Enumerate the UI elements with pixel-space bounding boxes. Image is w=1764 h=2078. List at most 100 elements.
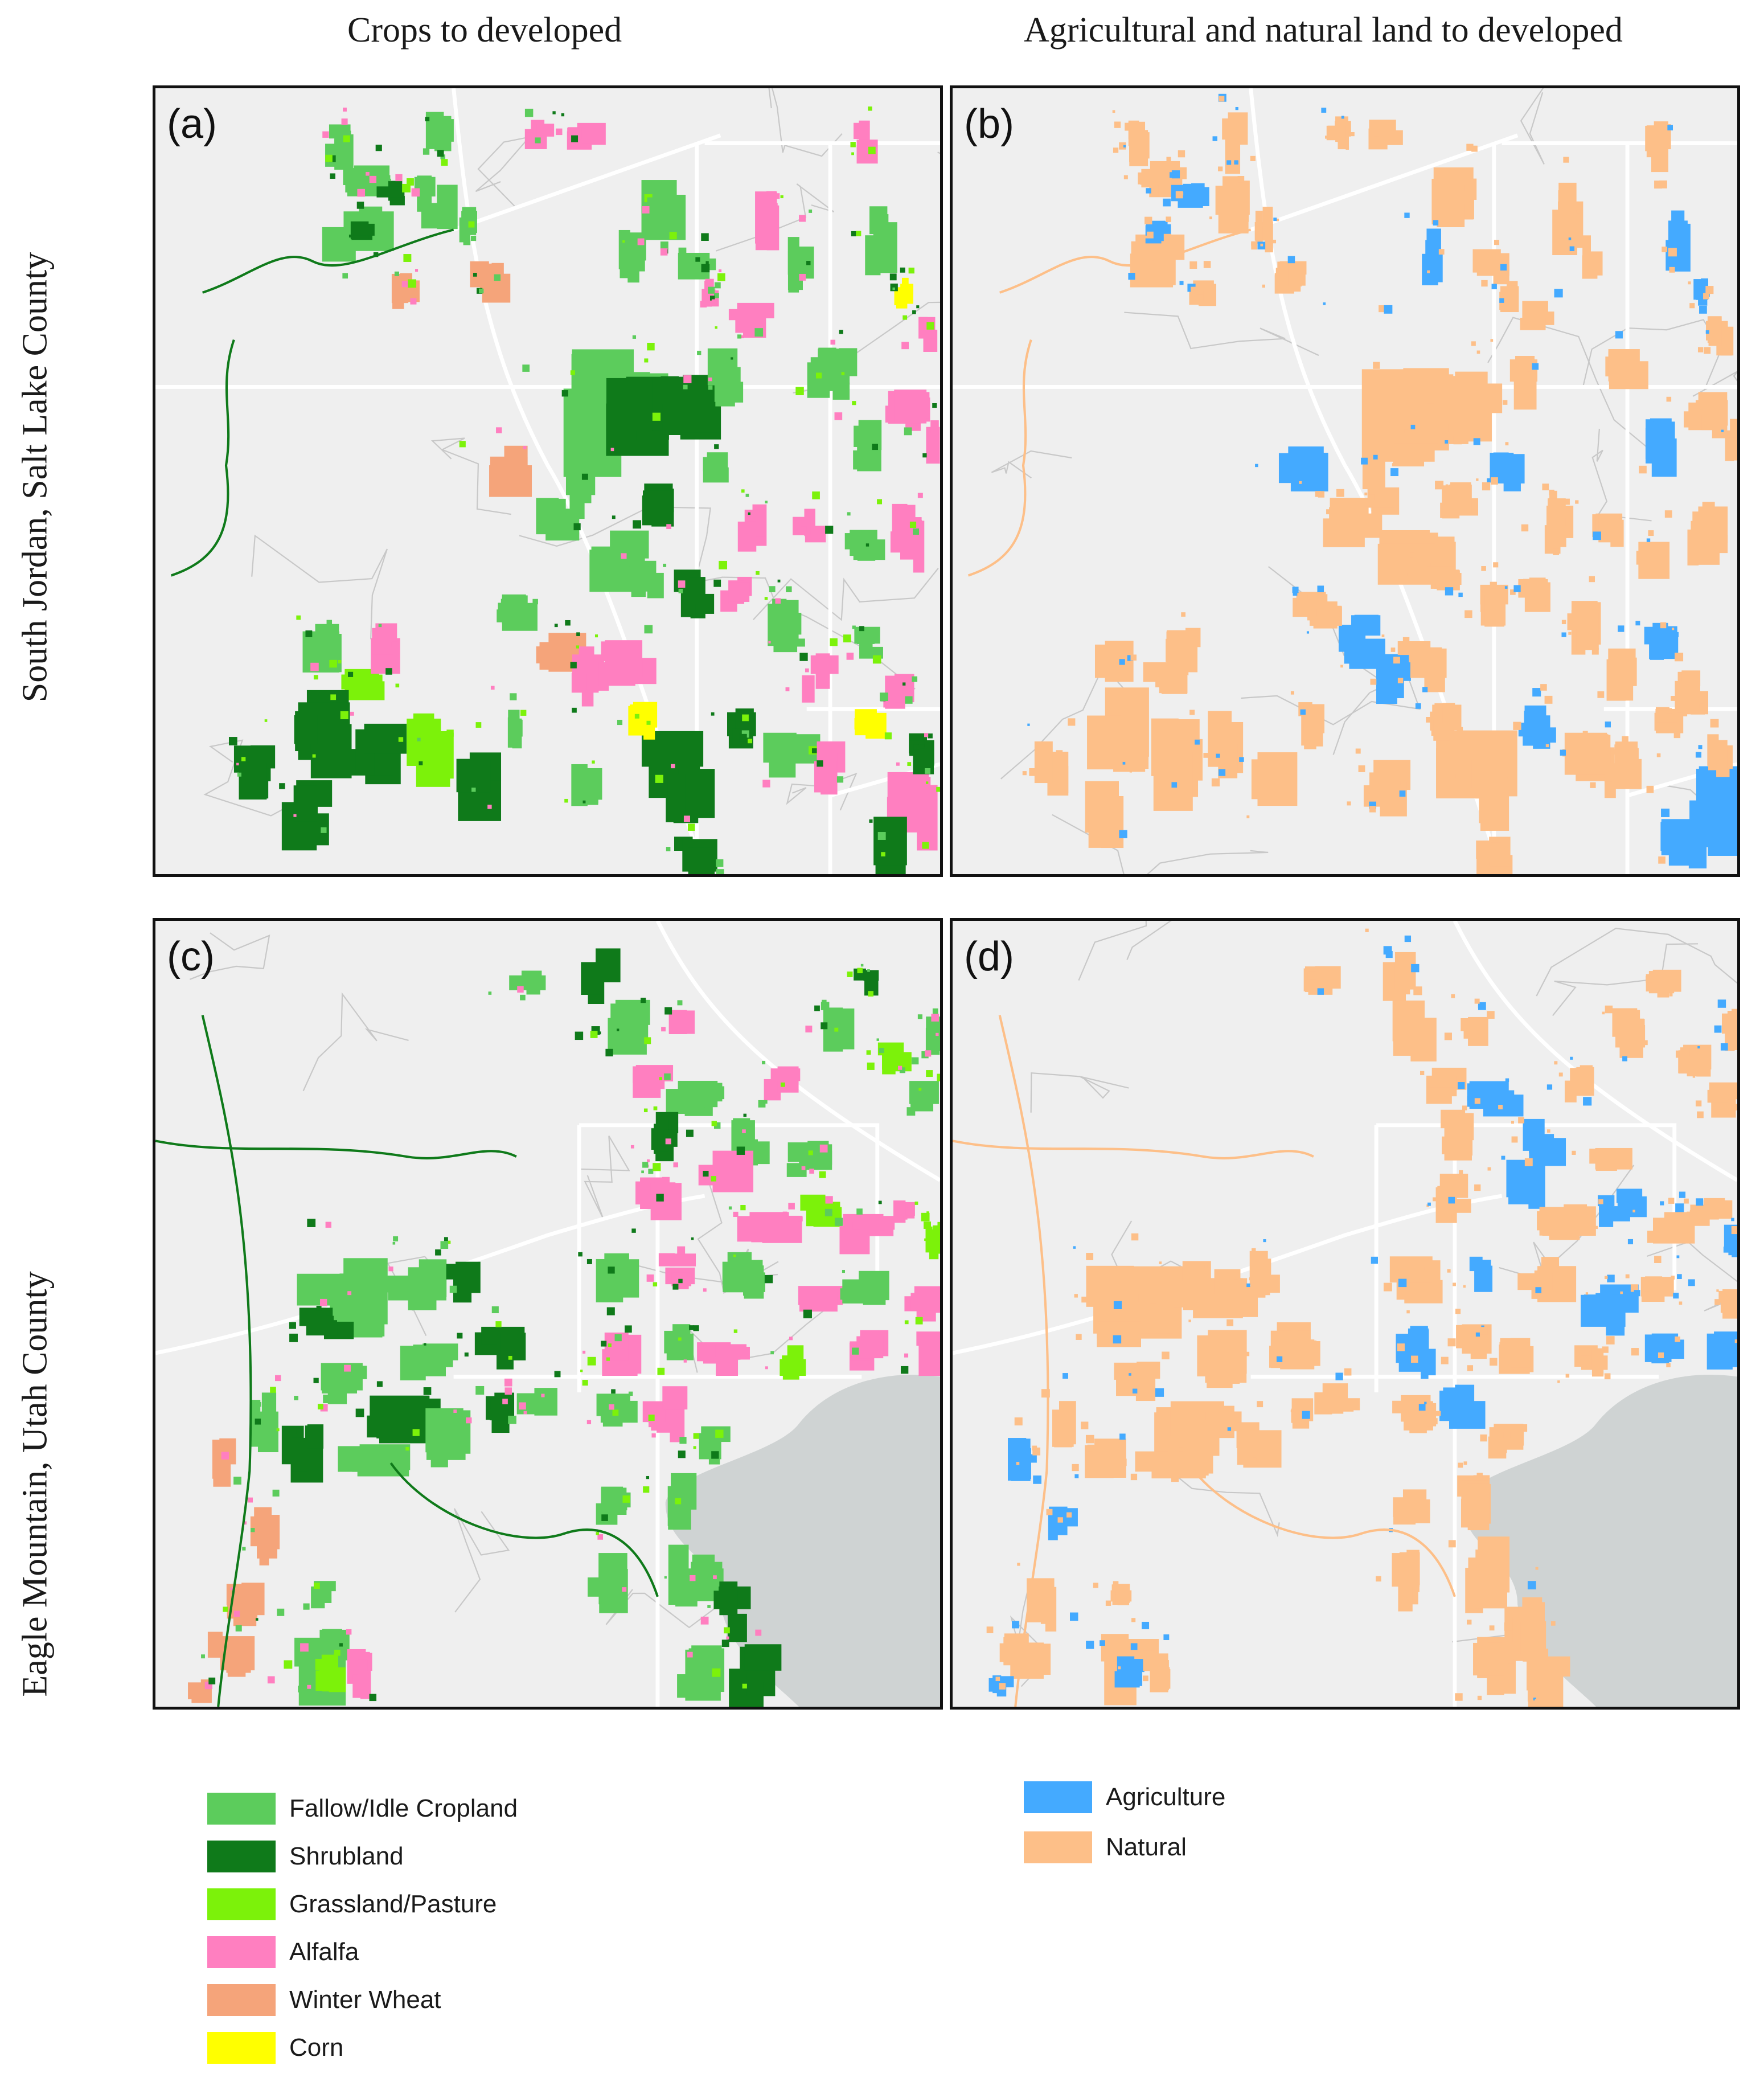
landcover-speckle: [1070, 1612, 1078, 1621]
landcover-speckle: [1723, 1247, 1730, 1253]
landcover-patch: [1426, 228, 1441, 273]
landcover-patch: [1135, 1374, 1156, 1401]
stream-line: [251, 534, 388, 640]
landcover-patch: [329, 1667, 346, 1692]
landcover-speckle: [221, 1452, 229, 1460]
landcover-speckle: [1014, 1417, 1023, 1426]
landcover-speckle: [402, 183, 411, 192]
landcover-speckle: [740, 1271, 744, 1276]
landcover-speckle: [1590, 782, 1596, 788]
landcover-speckle: [797, 638, 805, 647]
landcover-speckle: [631, 1228, 636, 1233]
landcover-speckle: [1705, 330, 1709, 334]
landcover-patch: [1468, 1017, 1488, 1046]
landcover-speckle: [230, 1587, 233, 1591]
landcover-patch: [1707, 1089, 1728, 1103]
landcover-speckle: [586, 1420, 592, 1425]
landcover-speckle: [1474, 1098, 1480, 1104]
stream-line: [1241, 678, 1421, 726]
landcover-patch: [1287, 455, 1316, 476]
landcover-speckle: [453, 1409, 457, 1413]
landcover-speckle: [1262, 284, 1265, 288]
landcover-speckle: [284, 1660, 293, 1669]
landcover-speckle: [1487, 1011, 1495, 1019]
landcover-speckle: [852, 625, 856, 629]
landcover-speckle: [1379, 305, 1386, 313]
landcover-patch: [534, 1388, 557, 1416]
landcover-speckle: [801, 526, 807, 532]
landcover-speckle: [1510, 589, 1516, 595]
landcover-patch: [793, 246, 814, 279]
landcover-speckle: [1400, 780, 1405, 785]
landcover-speckle: [1697, 1046, 1700, 1049]
landcover-speckle: [1373, 454, 1378, 460]
landcover-speckle: [647, 1159, 650, 1162]
landcover-speckle: [1119, 1458, 1127, 1466]
linear-features: [967, 228, 1252, 577]
landcover-speckle: [251, 1528, 255, 1532]
landcover-speckle: [846, 653, 854, 660]
landcover-speckle: [1016, 1462, 1020, 1465]
landcover-speckle: [616, 1028, 620, 1031]
landcover-speckle: [1675, 1336, 1680, 1342]
landcover-speckle: [876, 1038, 879, 1041]
landcover-speckle: [1524, 1158, 1533, 1166]
landcover-speckle: [1544, 695, 1553, 704]
highway-road: [655, 921, 940, 1182]
landcover-speckle: [1540, 684, 1547, 691]
landcover-speckle: [824, 1208, 832, 1216]
landcover-speckle: [1666, 419, 1669, 421]
landcover-speckle: [801, 1166, 806, 1170]
landcover-speckle: [1687, 1211, 1691, 1216]
landcover-speckle: [1113, 147, 1119, 153]
landcover-speckle: [868, 106, 872, 111]
landcover-speckle: [487, 805, 492, 809]
landcover-patch: [1518, 722, 1532, 737]
landcover-patch: [1219, 186, 1249, 222]
landcover-speckle: [1668, 1198, 1675, 1204]
landcover-patch: [408, 1267, 437, 1310]
landcover-speckle: [1476, 478, 1479, 481]
landcover-speckle: [532, 599, 538, 605]
landcover-patch: [352, 1448, 405, 1472]
landcover-patch: [856, 1336, 884, 1359]
linear-feature: [202, 228, 454, 294]
landcover-patch: [497, 468, 531, 490]
legend-label-alfalfa: Alfalfa: [289, 1938, 359, 1966]
landcover-speckle: [1371, 1256, 1379, 1264]
linear-feature: [1187, 1462, 1456, 1597]
landcover-speckle: [1513, 722, 1521, 730]
landcover-patch: [815, 653, 830, 689]
landcover-patch: [596, 1503, 618, 1525]
landcover-speckle: [902, 682, 906, 686]
landcover-patch: [1262, 206, 1273, 226]
landcover-speckle: [1420, 1266, 1425, 1270]
landcover-speckle: [322, 131, 329, 138]
landcover-patch: [865, 712, 887, 739]
landcover-speckle: [683, 375, 692, 383]
landcover-speckle: [1624, 1048, 1630, 1054]
landcover-speckle: [1219, 769, 1226, 776]
landcover-speckle: [1519, 582, 1525, 588]
landcover-speckle: [1474, 998, 1480, 1004]
landcover-speckle: [900, 1366, 909, 1374]
stream-line: [453, 1508, 510, 1613]
landcover-speckle: [879, 1226, 884, 1231]
stream-line: [302, 992, 409, 1092]
landcover-speckle: [523, 446, 527, 449]
landcover-speckle: [762, 780, 770, 788]
landcover-speckle: [1418, 1404, 1426, 1411]
landcover-speckle: [378, 624, 382, 628]
landcover-speckle: [391, 641, 397, 647]
landcover-patch: [664, 1330, 691, 1354]
landcover-patch: [1718, 1290, 1737, 1303]
linear-feature: [998, 1015, 1049, 1707]
landcover-speckle: [1502, 400, 1508, 405]
landcover-speckle: [647, 197, 655, 205]
landcover-speckle: [610, 448, 614, 452]
landcover-speckle: [711, 1451, 719, 1459]
landcover-speckle: [622, 240, 625, 243]
landcover-speckle: [1081, 1296, 1088, 1303]
landcover-patch: [1570, 1083, 1583, 1095]
landcover-speckle: [313, 1378, 319, 1383]
